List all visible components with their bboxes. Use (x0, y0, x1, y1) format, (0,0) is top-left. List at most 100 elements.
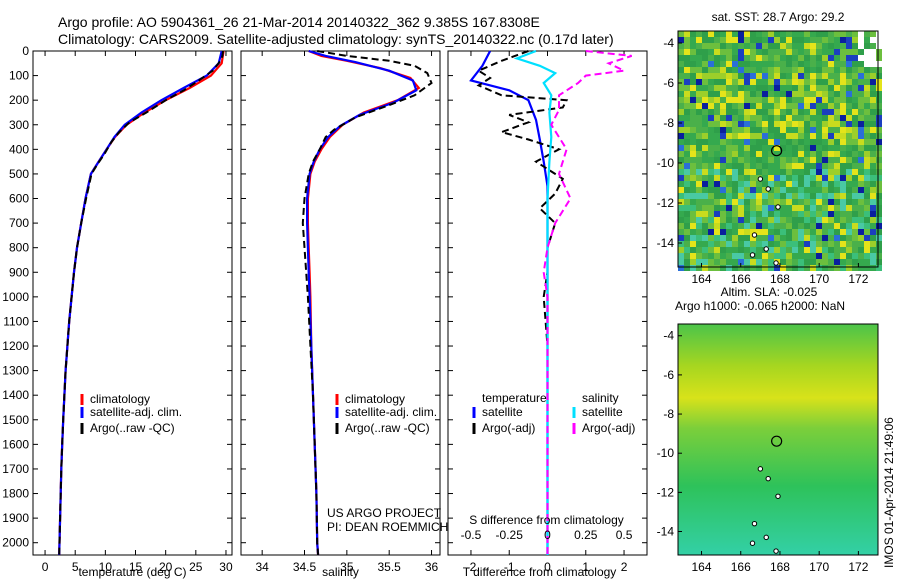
sst-cell (768, 127, 774, 133)
sst-cell (792, 187, 798, 193)
sst-cell (816, 31, 822, 37)
depth-tick-label: 300 (9, 118, 29, 132)
sst-cell (786, 241, 792, 247)
sst-cell (798, 217, 804, 223)
sst-cell (858, 247, 864, 253)
difference-xtick-label: -2 (466, 560, 477, 574)
sst-cell (714, 175, 720, 181)
sst-cell (720, 61, 726, 67)
sst-cell (852, 109, 858, 115)
sst-cell (780, 181, 786, 187)
sst-cell (690, 235, 696, 241)
sst-cell (834, 145, 840, 151)
sst-cell (822, 37, 828, 43)
sst-cell (864, 145, 870, 151)
sst-cell (852, 151, 858, 157)
depth-tick-label: 1900 (2, 511, 29, 525)
sst-cell (702, 43, 708, 49)
sst-cell (750, 115, 756, 121)
sst-cell (684, 223, 690, 229)
sst-cell (828, 127, 834, 133)
sst-cell (720, 235, 726, 241)
sst-cell (804, 43, 810, 49)
sst-cell (834, 265, 840, 271)
sst-cell (846, 97, 852, 103)
sst-cell (720, 115, 726, 121)
sst-cell (804, 241, 810, 247)
sst-cell (810, 151, 816, 157)
sst-cell (690, 205, 696, 211)
sst-cell (876, 115, 882, 121)
sst-cell (858, 37, 864, 43)
sst-cell (756, 211, 762, 217)
sst-cell (828, 109, 834, 115)
sst-cell (786, 103, 792, 109)
sst-cell (876, 211, 882, 217)
sst-cell (678, 127, 684, 133)
legend-argo-label: Argo(..raw -QC) (90, 421, 175, 435)
sla-map-xtick-label: 170 (809, 560, 829, 574)
sst-cell (798, 169, 804, 175)
sst-cell (750, 67, 756, 73)
sst-cell (876, 157, 882, 163)
sst-cell (732, 61, 738, 67)
sst-cell (684, 217, 690, 223)
sst-cell (792, 115, 798, 121)
sst-cell (732, 31, 738, 37)
sst-cell (870, 91, 876, 97)
salinity-xtick-label: 35 (340, 560, 354, 574)
sst-cell (876, 49, 882, 55)
sst-cell (786, 145, 792, 151)
sst-cell (738, 115, 744, 121)
sst-cell (834, 193, 840, 199)
sst-cell (762, 229, 768, 235)
sst-cell (708, 169, 714, 175)
sst-cell (780, 61, 786, 67)
sst-cell (780, 223, 786, 229)
sst-cell (720, 211, 726, 217)
island-marker (773, 548, 779, 554)
sst-cell (690, 127, 696, 133)
sst-cell (846, 115, 852, 121)
sst-cell (696, 31, 702, 37)
sst-cell (738, 187, 744, 193)
sst-cell (762, 259, 768, 265)
sst-cell (750, 91, 756, 97)
sst-cell (768, 253, 774, 259)
sst-cell (684, 211, 690, 217)
sst-cell (846, 205, 852, 211)
sst-cell (750, 175, 756, 181)
sst-cell (732, 49, 738, 55)
sst-cell (864, 229, 870, 235)
sst-cell (786, 73, 792, 79)
sst-cell (726, 127, 732, 133)
sst-cell (816, 253, 822, 259)
sst-cell (696, 235, 702, 241)
island-marker (749, 252, 756, 258)
sst-cell (822, 193, 828, 199)
sst-cell (822, 97, 828, 103)
sst-cell (702, 211, 708, 217)
sst-cell (714, 259, 720, 265)
sst-cell (876, 67, 882, 73)
sst-cell (744, 157, 750, 163)
sst-cell (876, 145, 882, 151)
sst-cell (870, 121, 876, 127)
sst-cell (864, 79, 870, 85)
sst-cell (846, 31, 852, 37)
sst-cell (840, 253, 846, 259)
sst-cell (858, 43, 864, 49)
sst-cell (822, 115, 828, 121)
sst-cell (738, 157, 744, 163)
sst-cell (678, 37, 684, 43)
sst-cell (852, 97, 858, 103)
sst-cell (762, 193, 768, 199)
sst-map-xtick-label: 172 (848, 272, 868, 286)
sst-cell (834, 205, 840, 211)
sst-cell (786, 175, 792, 181)
sst-cell (690, 217, 696, 223)
sst-cell (708, 229, 714, 235)
sst-cell (690, 139, 696, 145)
sst-cell (828, 121, 834, 127)
